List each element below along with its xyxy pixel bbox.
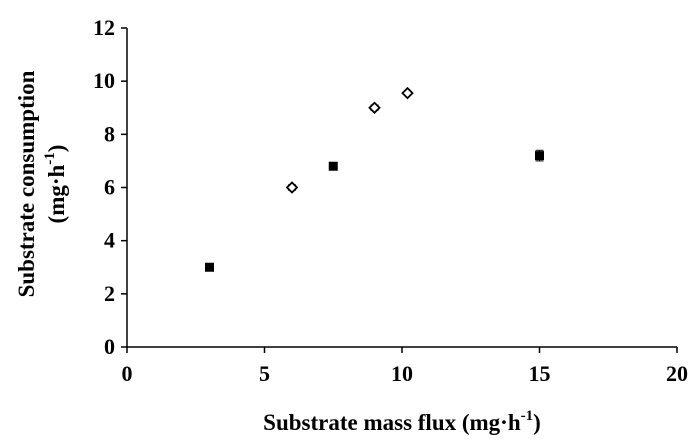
y-axis-title: Substrate consumption (mg·h-1) xyxy=(14,70,69,297)
y-tick-label: 6 xyxy=(104,175,115,200)
y-axis-title-line2-main: (mg·h xyxy=(44,164,69,223)
ticks: 0 2 4 6 8 10 12 0 5 10 15 20 xyxy=(93,15,688,386)
y-axis-title-line2-sup: -1 xyxy=(42,152,58,165)
data-point-diamond xyxy=(401,86,414,100)
y-axis-title-line2-end: ) xyxy=(44,145,69,153)
x-axis-title-sup: -1 xyxy=(521,408,534,424)
y-tick-label: 12 xyxy=(93,15,115,40)
x-axis-title-end: ) xyxy=(533,410,541,435)
y-axis-title-line2: (mg·h-1) xyxy=(42,145,69,224)
y-tick-label: 2 xyxy=(104,281,115,306)
data-point-square xyxy=(535,151,544,161)
y-tick-label: 10 xyxy=(93,68,115,93)
data-point-square xyxy=(328,161,338,171)
data-point-diamond xyxy=(285,181,299,194)
y-axis-title-line1: Substrate consumption xyxy=(14,70,39,297)
x-tick-label: 0 xyxy=(122,361,133,386)
data-point-square xyxy=(205,262,214,272)
x-tick-label: 20 xyxy=(666,361,688,386)
x-axis-title-main: Substrate mass flux (mg·h xyxy=(263,410,521,435)
x-tick-label: 5 xyxy=(259,361,270,386)
y-tick-label: 4 xyxy=(104,228,115,253)
data-points xyxy=(205,86,544,272)
data-point-diamond xyxy=(368,101,381,115)
y-tick-label: 8 xyxy=(104,121,115,146)
x-tick-label: 15 xyxy=(529,361,551,386)
y-tick-label: 0 xyxy=(104,334,115,359)
axes xyxy=(126,28,677,348)
x-tick-label: 10 xyxy=(391,361,413,386)
x-axis-title: Substrate mass flux (mg·h-1) xyxy=(263,408,541,435)
